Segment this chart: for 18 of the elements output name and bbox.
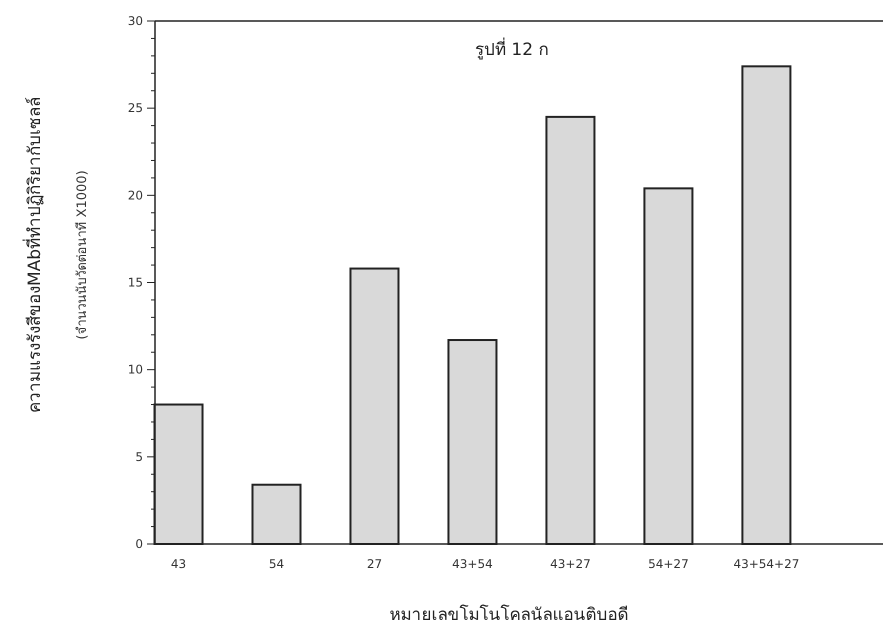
x-tick-label: 27 xyxy=(366,557,382,571)
y-axis-title: ความแรงรังสีของMAbที่ทำปฏิกิริยากับเซลล์ xyxy=(22,96,45,414)
y-tick-label: 30 xyxy=(128,14,143,28)
x-tick-label: 54 xyxy=(268,557,284,571)
text: (จำนวนนับวัดต่อนาที X1000) xyxy=(74,170,90,340)
x-tick-label: 43 xyxy=(170,557,186,571)
x-tick-label: 43+54+27 xyxy=(733,557,800,571)
y-tick-label: 15 xyxy=(128,276,143,290)
y-tick-label: 25 xyxy=(128,101,143,116)
x-tick-label: 43+27 xyxy=(550,557,591,571)
x-tick-label: 54+27 xyxy=(648,557,689,571)
y-tick-label: 0 xyxy=(135,537,143,551)
text: รูปที่ 12 ก xyxy=(474,37,548,60)
y-tick-label: 10 xyxy=(128,362,143,377)
x-axis-title: หมายเลขโมโนโคลนัลแอนติบอดี xyxy=(390,604,628,625)
x-tick-label: 43+54 xyxy=(452,557,493,571)
y-tick-label: 20 xyxy=(128,188,143,202)
y-tick-label: 5 xyxy=(135,450,143,464)
